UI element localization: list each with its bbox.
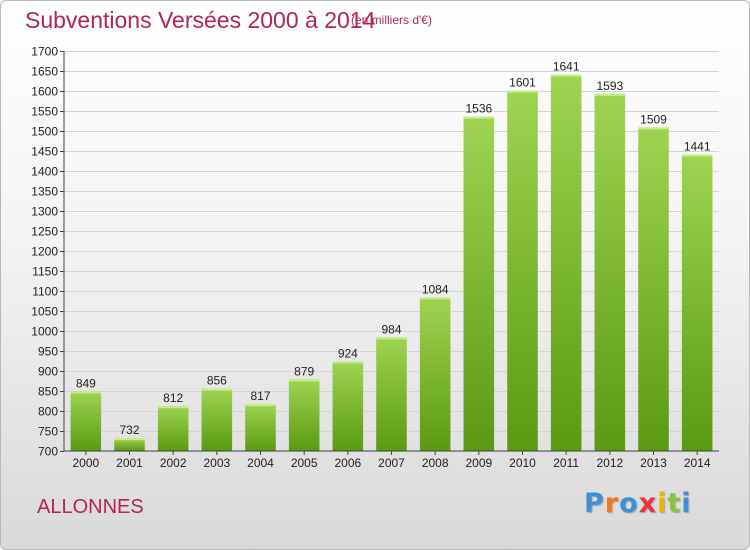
y-tick-label: 750 [38,425,58,439]
value-label-2006: 924 [338,346,358,360]
y-tick-label: 1150 [32,265,58,279]
x-tick-label-2007: 2007 [378,456,405,470]
brand-letter: t [667,488,682,519]
x-tick-label-2000: 2000 [72,456,99,470]
value-label-2008: 1084 [422,282,449,296]
bar-top-highlight [245,404,276,407]
bar-top-highlight [507,90,538,93]
brand-letter: x [638,488,658,519]
x-tick-label-2008: 2008 [422,456,449,470]
value-label-2001: 732 [119,423,139,437]
bar-2009 [463,116,495,451]
bar-2001 [114,438,145,451]
y-tick-label: 1200 [31,245,58,259]
y-tick-label: 1450 [31,145,58,159]
value-label-2004: 817 [250,389,270,403]
x-tick-label-2009: 2009 [465,456,492,470]
y-tick-label: 1500 [31,125,58,139]
y-tick-label: 900 [38,365,58,379]
value-label-2007: 984 [381,322,401,336]
value-label-2012: 1593 [596,79,623,93]
x-tick-label-2005: 2005 [291,456,318,470]
bar-2014 [681,154,713,451]
y-tick-label: 950 [38,345,58,359]
value-label-2014: 1441 [684,140,711,154]
bar-top-highlight [419,297,451,300]
brand-letter: r [604,488,620,519]
x-tick-label-2014: 2014 [684,456,711,470]
bar-top-highlight [550,74,582,77]
y-tick-label: 1400 [31,165,58,179]
brand-letter: o [619,488,639,519]
brand-letter: P [584,488,605,519]
y-tick-label: 1100 [32,285,58,299]
value-label-2013: 1509 [640,112,667,126]
y-tick-label: 800 [38,405,58,419]
y-tick-label: 1350 [31,185,58,199]
bar-2013 [638,127,669,452]
bar-2012 [594,93,626,452]
bar-top-highlight [114,438,145,441]
value-label-2005: 879 [294,364,314,378]
bar-2006 [332,361,364,451]
x-tick-label-2002: 2002 [160,456,187,470]
y-tick-label: 1550 [31,105,58,119]
bar-2008 [419,297,451,451]
brand-letter: i [657,488,668,519]
y-tick-label: 1600 [31,85,58,99]
bar-top-highlight [376,337,407,340]
x-tick-label-2013: 2013 [640,456,667,470]
value-label-2000: 849 [76,376,96,390]
bar-top-highlight [594,93,626,96]
bar-top-highlight [638,127,669,130]
x-axis-ticks: 2000 2001 2002 2003 2004 2005 2006 2007 2008 2009… [72,451,711,470]
value-label-2010: 1601 [509,76,536,90]
value-label-2002: 812 [163,391,183,405]
bar-top-highlight [332,361,364,364]
bar-top-highlight [288,379,320,382]
bar-top-highlight [157,406,189,409]
bars [70,74,713,452]
x-tick-label-2001: 2001 [116,456,143,470]
bar-2002 [157,406,189,451]
y-tick-label: 700 [38,445,58,459]
bar-2004 [245,404,276,451]
bar-top-highlight [201,388,233,391]
bar-2003 [201,388,233,451]
bar-2007 [376,337,407,451]
x-tick-label-2004: 2004 [247,456,274,470]
bar-2011 [550,74,582,451]
value-label-2003: 856 [207,374,227,388]
bar-2010 [507,90,538,451]
bar-top-highlight [70,391,102,394]
y-tick-label: 850 [38,385,58,399]
commune-name: ALLONNES [37,496,144,518]
value-labels: 849 732 812 856 817 879 924 984 1084 1536 1601 1641… [76,60,711,438]
y-tick-label: 1250 [31,225,58,239]
x-tick-label-2010: 2010 [509,456,536,470]
y-tick-label: 1000 [31,325,58,339]
x-tick-label-2006: 2006 [334,456,361,470]
value-label-2009: 1536 [465,102,492,116]
bar-2005 [288,379,320,451]
value-label-2011: 1641 [553,60,580,74]
proxiti-logo: Proxiti [584,488,692,519]
y-tick-label: 1700 [31,45,58,59]
y-axis-ticks: 700 750 800 850 900 950 1000 1050 1100 1150 1200 12… [31,45,64,459]
chart-title: Subventions Versées 2000 à 2014 [25,7,376,33]
brand-letter: i [681,488,692,519]
y-tick-label: 1650 [31,65,58,79]
y-tick-label: 1300 [31,205,58,219]
x-tick-label-2011: 2011 [553,456,579,470]
bar-top-highlight [463,116,495,119]
x-tick-label-2003: 2003 [203,456,230,470]
bar-2000 [70,391,102,451]
y-tick-label: 1050 [31,305,58,319]
chart-unit: (en milliers d'€) [351,13,432,27]
bar-top-highlight [681,154,713,157]
x-tick-label-2012: 2012 [596,456,623,470]
